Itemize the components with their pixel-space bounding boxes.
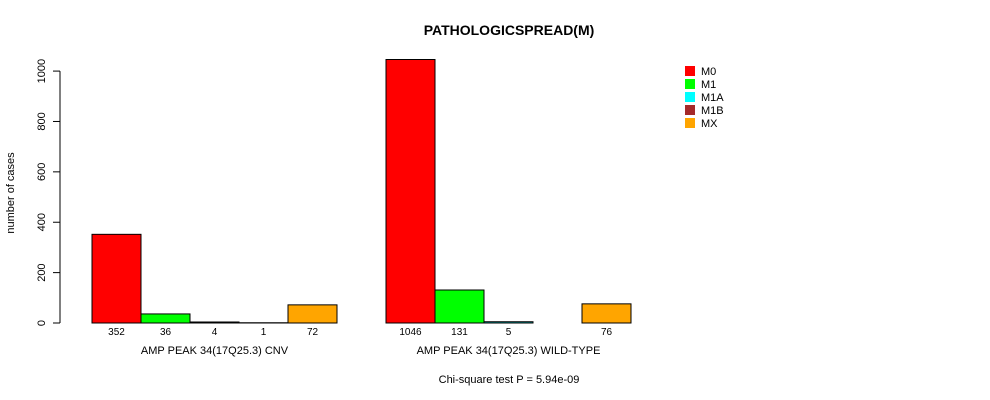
legend-swatch — [685, 66, 695, 76]
bar-value-label: 76 — [601, 327, 613, 338]
y-axis-label: number of cases — [5, 152, 17, 234]
y-tick-label: 200 — [36, 263, 48, 281]
value-labels-layer: 352 36 4 1 72 1046 131 5 76 — [108, 327, 612, 338]
group-labels-layer: AMP PEAK 34(17Q25.3) CNV AMP PEAK 34(17Q2… — [141, 345, 600, 357]
y-tick-label: 800 — [36, 112, 48, 130]
bar-value-label: 131 — [451, 327, 468, 338]
legend-swatch — [685, 79, 695, 89]
y-tick-label: 0 — [36, 320, 48, 326]
bar-wildtype-m0 — [385, 59, 436, 324]
legend-swatch — [685, 118, 695, 128]
bar-wildtype-mx — [581, 303, 632, 324]
bars-layer — [91, 59, 632, 324]
bar-value-label: 1046 — [399, 327, 422, 338]
legend-swatch — [685, 92, 695, 102]
bar-value-label: 5 — [506, 327, 512, 338]
bar-cnv-m1 — [140, 313, 191, 324]
group-label: AMP PEAK 34(17Q25.3) WILD-TYPE — [417, 345, 601, 357]
bar-value-label: 4 — [212, 327, 218, 338]
bar-value-label: 1 — [261, 327, 267, 338]
legend-entry: M1B — [701, 105, 724, 117]
chi-square-footnote: Chi-square test P = 5.94e-09 — [439, 374, 580, 386]
bar-value-label: 352 — [108, 327, 125, 338]
bar-value-label: 72 — [307, 327, 319, 338]
y-tick-label: 1000 — [36, 59, 48, 83]
y-tick-label: 600 — [36, 163, 48, 181]
legend-entry: M0 — [701, 66, 716, 78]
chart-title: PATHOLOGICSPREAD(M) — [424, 22, 595, 38]
bar-wildtype-m1a — [483, 321, 534, 324]
legend-swatch — [685, 105, 695, 115]
bar-value-label: 36 — [160, 327, 172, 338]
bar-cnv-m1a — [189, 321, 240, 324]
bar-cnv-mx — [287, 304, 338, 324]
bar-cnv-m0 — [91, 233, 142, 324]
bar-wildtype-m1 — [434, 289, 485, 324]
group-label: AMP PEAK 34(17Q25.3) CNV — [141, 345, 289, 357]
y-tick-label: 400 — [36, 213, 48, 231]
legend-entry: M1A — [701, 92, 724, 104]
y-axis: 0 200 400 600 800 1000 — [36, 59, 61, 326]
legend-entry: M1 — [701, 79, 716, 91]
legend-entry: MX — [701, 118, 718, 130]
